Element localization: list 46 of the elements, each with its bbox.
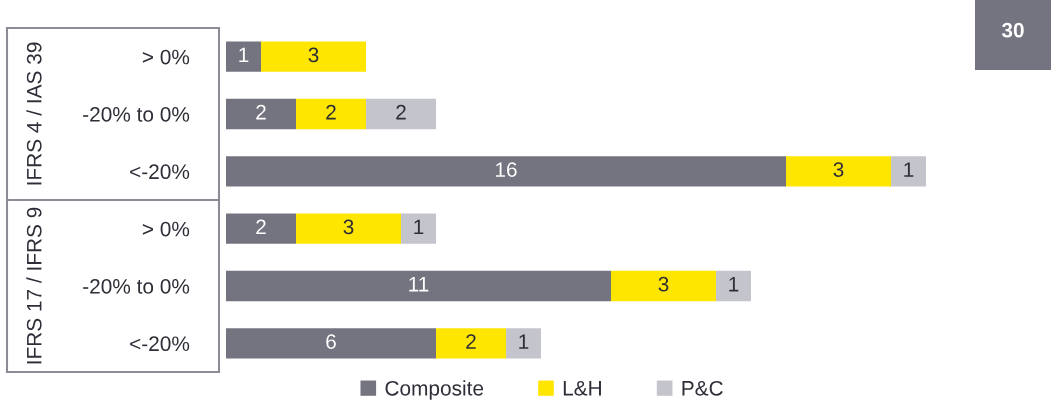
data-label: 1	[414, 219, 424, 235]
bar	[226, 213, 296, 244]
y-tick-label: <-20%	[130, 164, 190, 180]
data-label: 11	[409, 277, 429, 292]
data-label: 1	[519, 334, 529, 349]
y-tick-label: -20% to 0%	[83, 107, 190, 122]
bar	[716, 270, 751, 302]
text: 30	[1001, 22, 1024, 38]
bar	[226, 328, 436, 359]
data-label: 2	[466, 334, 476, 349]
data-label: 3	[343, 219, 354, 235]
bar	[226, 270, 611, 302]
bar	[786, 156, 891, 187]
legend-label: L&H	[563, 381, 601, 396]
bar	[226, 98, 296, 130]
y-tick-label: > 0%	[142, 221, 190, 237]
bar	[366, 98, 436, 130]
bar	[226, 156, 786, 187]
y-tick-label: -20% to 0%	[83, 279, 190, 294]
data-label: 2	[256, 104, 266, 120]
bar	[296, 98, 366, 130]
data-label: 1	[239, 47, 249, 63]
data-label: 3	[833, 162, 844, 177]
bar	[296, 213, 401, 244]
bar	[226, 41, 261, 72]
bar	[401, 213, 436, 244]
bar	[506, 328, 541, 359]
legend-label: Composite	[385, 380, 484, 400]
text: IFRS 17 / IFRS 9	[26, 207, 42, 364]
y-tick-label: > 0%	[142, 49, 190, 65]
data-label: 2	[326, 104, 336, 120]
bar	[436, 328, 506, 359]
data-label: 16	[496, 162, 517, 177]
data-label: 6	[326, 334, 336, 349]
bar	[611, 270, 716, 302]
data-label: 1	[729, 277, 739, 292]
legend-label: P&C	[682, 380, 723, 396]
bar	[261, 41, 366, 72]
bar	[891, 156, 926, 187]
y-tick-label: <-20%	[130, 336, 190, 352]
data-label: 2	[396, 104, 406, 120]
data-label: 3	[308, 47, 319, 63]
text: IFRS 4 / IAS 39	[26, 42, 42, 185]
data-label: 2	[256, 219, 266, 235]
data-label: 3	[658, 276, 669, 292]
data-label: 1	[904, 162, 914, 177]
